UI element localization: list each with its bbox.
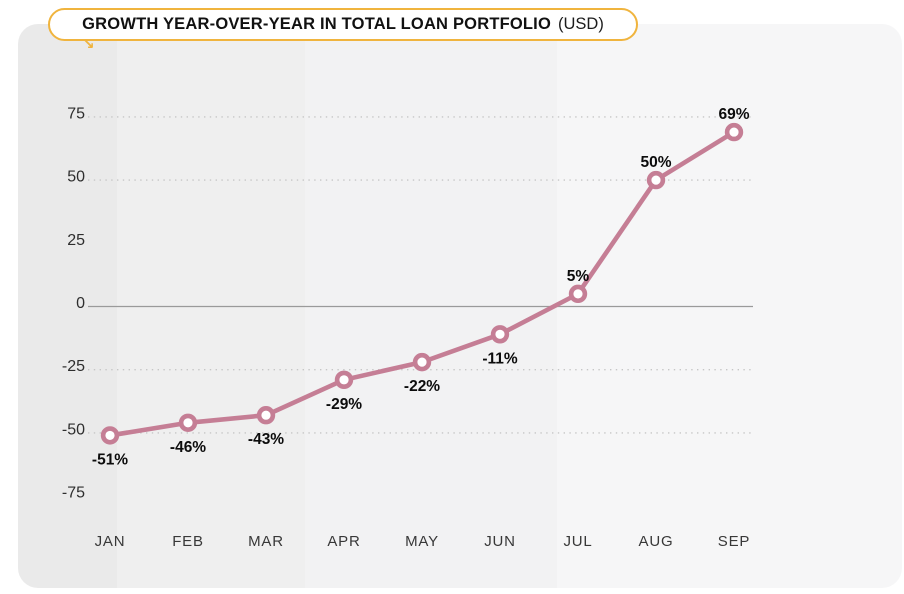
data-point-value-label: -29%: [326, 396, 362, 413]
data-point-value-label: -43%: [248, 431, 284, 448]
page-title-unit: (USD): [558, 15, 604, 33]
y-tick-label: 25: [67, 232, 85, 249]
data-point-value-label: -11%: [482, 350, 518, 367]
data-point-value-label: -51%: [92, 451, 128, 468]
x-tick-label: JUN: [484, 533, 516, 550]
data-point-marker: [334, 370, 354, 390]
data-point-marker: [490, 325, 510, 344]
page-title: GROWTH YEAR-OVER-YEAR IN TOTAL LOAN PORT…: [82, 15, 552, 33]
chart-title-pill: GROWTH YEAR-OVER-YEAR IN TOTAL LOAN PORT…: [48, 8, 638, 41]
data-point-marker: [178, 413, 198, 432]
x-tick-label: APR: [327, 533, 360, 550]
x-tick-label: SEP: [718, 533, 750, 550]
data-point-marker: [256, 406, 276, 425]
data-point-value-label: -46%: [170, 439, 206, 456]
y-tick-label: -50: [62, 421, 85, 438]
data-point-value-label: 50%: [640, 154, 671, 171]
data-point-value-label: 5%: [567, 268, 590, 285]
data-point-marker: [412, 352, 432, 372]
y-tick-label: -25: [62, 358, 85, 375]
x-tick-label: FEB: [172, 533, 204, 550]
y-tick-label: 75: [67, 105, 85, 122]
y-tick-label: 50: [67, 169, 85, 186]
y-tick-label: -75: [62, 485, 85, 502]
data-point-marker: [100, 426, 120, 445]
x-tick-label: MAR: [248, 533, 284, 550]
data-point-marker: [646, 170, 666, 190]
data-point-marker: [568, 284, 588, 304]
x-tick-label: AUG: [639, 533, 674, 550]
x-tick-label: JAN: [95, 533, 126, 550]
x-tick-label: JUL: [563, 533, 592, 550]
data-point-value-label: -22%: [404, 378, 440, 395]
y-tick-label: 0: [76, 295, 85, 312]
x-tick-label: MAY: [405, 533, 439, 550]
data-point-value-label: 69%: [718, 106, 749, 123]
data-point-marker: [724, 122, 744, 142]
down-right-arrow-icon: ↘: [82, 35, 95, 53]
